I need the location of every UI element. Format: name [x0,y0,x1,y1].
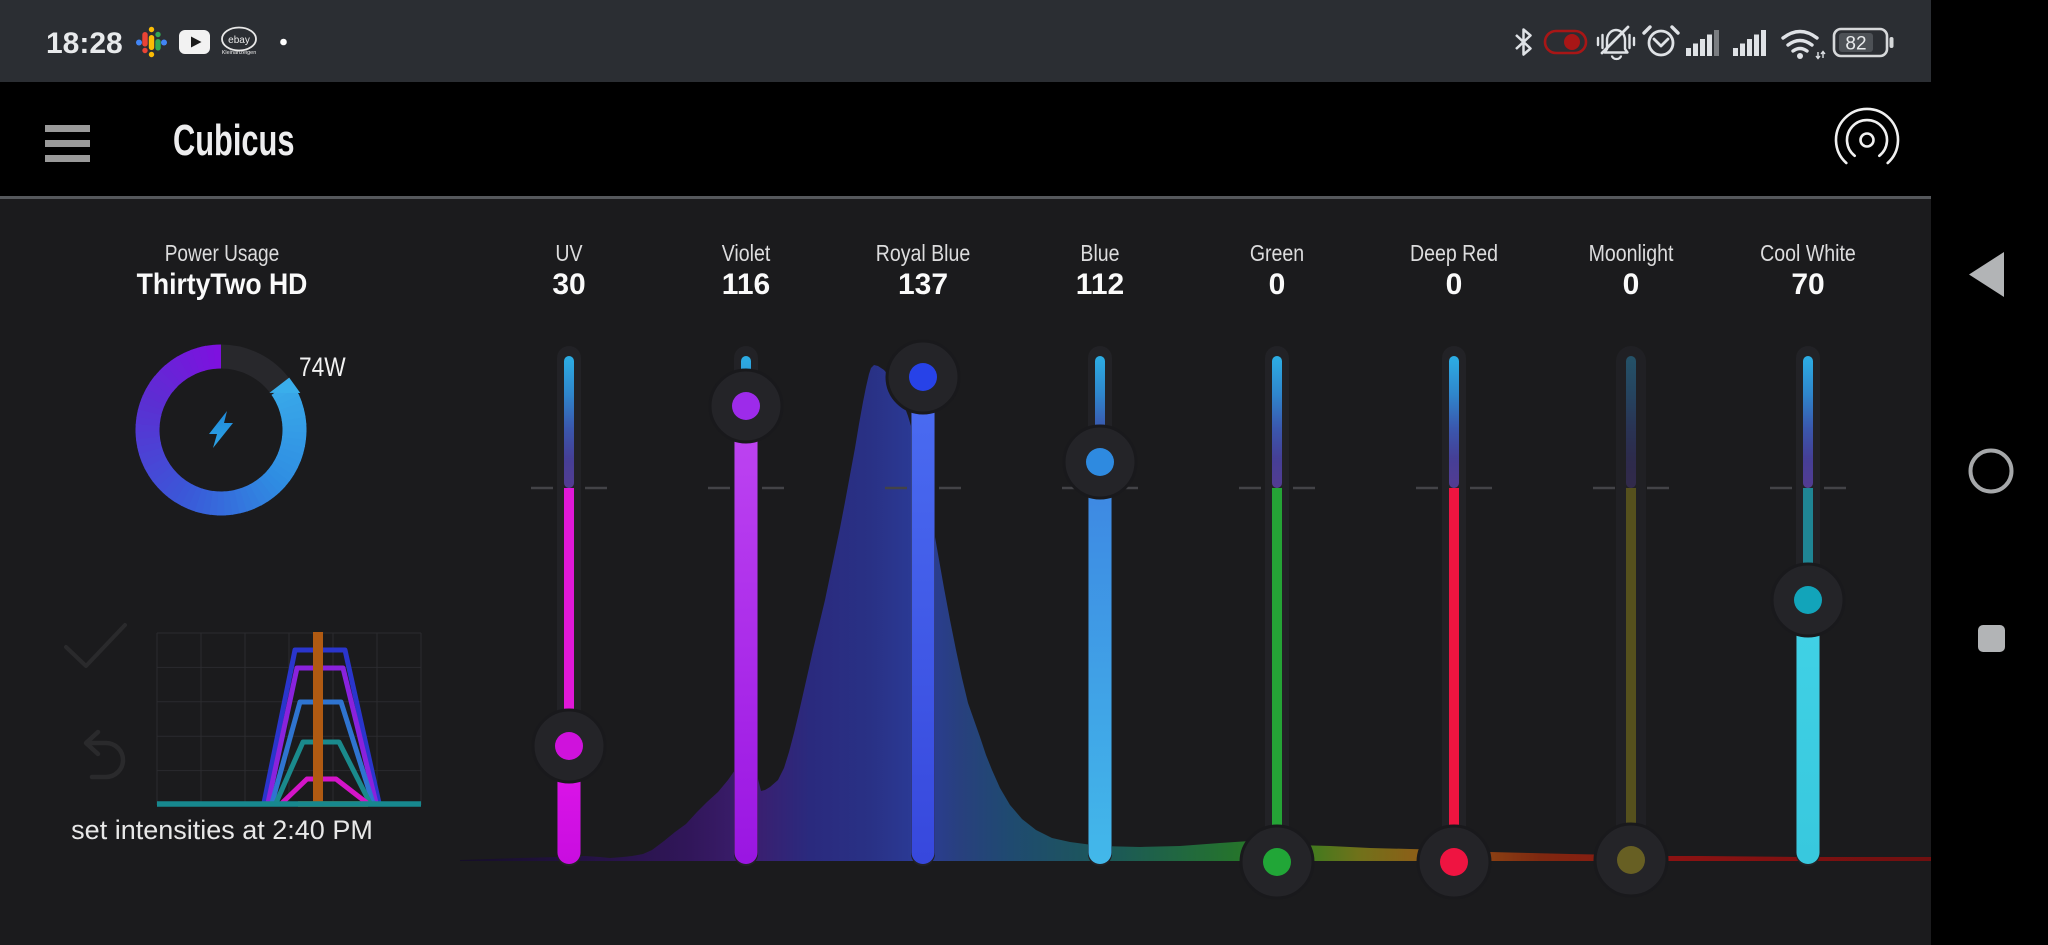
svg-text:82: 82 [1845,34,1866,55]
svg-text:ebay: ebay [228,35,250,46]
svg-text:Kleinanzeigen: Kleinanzeigen [222,50,257,56]
